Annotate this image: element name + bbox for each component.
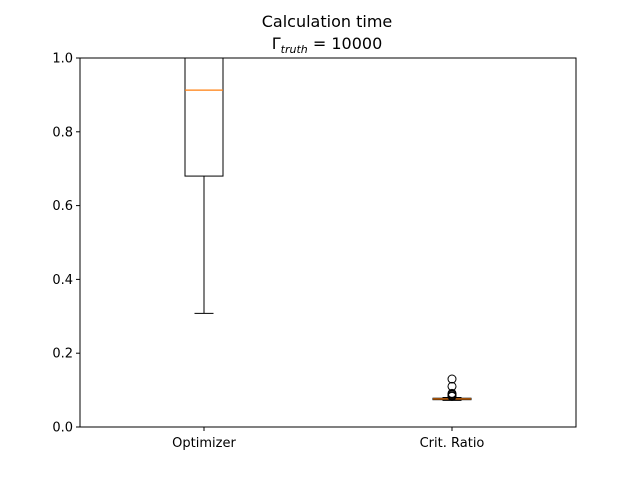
y-tick-label: 0.6 xyxy=(52,199,73,214)
box-rect xyxy=(184,57,224,177)
plot-frame xyxy=(79,57,577,428)
outlier-point xyxy=(447,374,457,384)
y-tick-label: 1.0 xyxy=(52,52,73,67)
y-tick-label: 0.8 xyxy=(52,125,73,140)
subtitle-subscript: truth xyxy=(281,43,308,56)
chart-title: Calculation time xyxy=(262,12,393,31)
outlier-point xyxy=(447,388,457,398)
x-tick-label: Optimizer xyxy=(172,436,236,451)
y-tick-label: 0.0 xyxy=(52,421,73,436)
chart-subtitle: Γtruth = 10000 xyxy=(272,34,383,56)
subtitle-symbol: Γ xyxy=(272,34,281,53)
x-tick-label: Crit. Ratio xyxy=(420,436,485,451)
subtitle-value: = 10000 xyxy=(308,34,382,53)
y-tick-label: 0.2 xyxy=(52,347,73,362)
outlier-point xyxy=(447,381,457,391)
y-tick-label: 0.4 xyxy=(52,273,73,288)
